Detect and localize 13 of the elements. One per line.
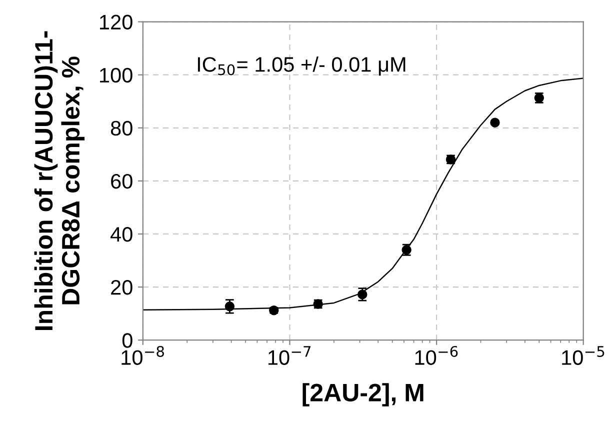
- y-tick-label: 20: [111, 280, 132, 295]
- x-tick-label: 10$^{−5}$: [562, 346, 604, 365]
- y-tick-label: 40: [110, 226, 132, 242]
- x-axis-title: [2AU-2], M: [302, 383, 424, 406]
- y-tick-label: 120: [100, 14, 132, 30]
- y-tick-label: 100: [100, 68, 132, 83]
- annotation: IC$_{50}$= 1.05 +/- 0.01 μM: [198, 56, 406, 76]
- y-tick-label: 0: [122, 333, 132, 348]
- x-tick-label: 10$^{−7}$: [268, 346, 311, 365]
- y-tick-label: 80: [110, 120, 132, 136]
- x-tick-label: 10$^{−6}$: [415, 346, 458, 365]
- y-tick-label: 60: [111, 174, 132, 189]
- y-axis-title: Inhibition of r(AUUCU)11- DGCR8Δ complex, %: [34, 31, 85, 330]
